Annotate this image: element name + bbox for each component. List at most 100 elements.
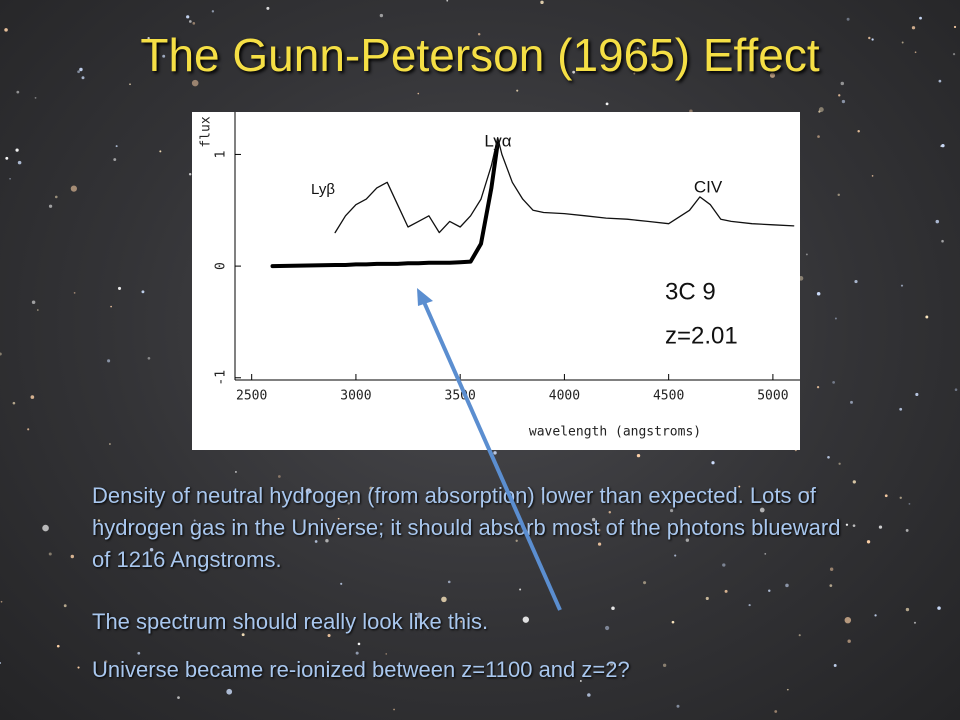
star [827, 455, 830, 459]
star [785, 583, 789, 588]
star [818, 110, 821, 113]
star [884, 494, 888, 498]
y-tick-label: -1 [214, 370, 229, 386]
star [871, 175, 874, 177]
star [847, 639, 851, 643]
star [145, 665, 148, 668]
star [844, 616, 852, 624]
star [0, 661, 2, 664]
star [104, 660, 108, 664]
star [48, 204, 53, 208]
star [852, 480, 856, 484]
star [748, 603, 751, 607]
star [913, 621, 917, 624]
star [241, 633, 245, 637]
star [9, 177, 11, 180]
star [150, 530, 153, 534]
star [866, 540, 871, 544]
star [834, 317, 837, 320]
star [162, 54, 166, 58]
star [637, 47, 639, 49]
star [37, 309, 39, 311]
star [833, 664, 837, 667]
star [901, 41, 904, 44]
star [141, 290, 145, 294]
star [674, 554, 677, 557]
star [30, 395, 35, 399]
star [235, 471, 237, 473]
star [786, 688, 789, 691]
star [838, 462, 841, 465]
star [54, 195, 58, 199]
star [954, 388, 958, 391]
star [186, 15, 190, 19]
star [840, 81, 845, 86]
star [12, 401, 16, 405]
star [633, 72, 636, 75]
annotation: Lyβ [311, 181, 335, 198]
star [277, 475, 281, 478]
annotation: Lyα [484, 131, 511, 150]
star [4, 28, 8, 32]
star [314, 540, 318, 543]
star [369, 486, 373, 490]
star [908, 502, 911, 505]
star [416, 612, 423, 619]
star [818, 107, 824, 113]
star [874, 614, 877, 617]
star [27, 428, 30, 431]
star [226, 688, 233, 695]
star [110, 305, 112, 308]
star [5, 156, 9, 160]
star [670, 509, 674, 513]
star [671, 620, 675, 624]
star [17, 160, 22, 165]
star [919, 16, 922, 20]
star [764, 552, 767, 555]
star [591, 517, 596, 522]
star [871, 38, 874, 41]
star [759, 507, 765, 513]
star [540, 0, 544, 5]
star [905, 607, 910, 612]
star [597, 542, 602, 546]
x-tick-label: 2500 [236, 389, 267, 404]
star [829, 567, 834, 571]
star [857, 130, 860, 133]
star [899, 407, 903, 411]
y-tick-label: 0 [214, 262, 229, 270]
star [805, 253, 808, 256]
star [952, 53, 956, 56]
star [237, 522, 240, 526]
star [31, 300, 36, 304]
paragraph: Universe became re-ionized between z=110… [92, 657, 630, 682]
star [385, 653, 388, 655]
star [516, 89, 519, 92]
star [643, 581, 647, 585]
star [113, 158, 117, 162]
star [460, 620, 463, 623]
star [393, 708, 395, 711]
star [941, 143, 945, 148]
star [97, 519, 101, 522]
star [846, 17, 850, 21]
star [838, 94, 841, 97]
star [15, 148, 19, 152]
star [935, 219, 940, 224]
star [941, 239, 944, 243]
x-tick-label: 5000 [757, 389, 788, 404]
paragraph: Density of neutral hydrogen (from absorp… [92, 483, 841, 572]
y-tick-label: 1 [214, 151, 229, 159]
star [117, 286, 122, 290]
x-tick-label: 4500 [653, 389, 684, 404]
star [357, 642, 361, 646]
star [16, 90, 20, 94]
star [911, 26, 916, 30]
star [938, 79, 942, 83]
star [278, 56, 281, 59]
star [159, 150, 162, 153]
star [925, 315, 929, 319]
star [816, 291, 821, 296]
star [605, 102, 609, 106]
